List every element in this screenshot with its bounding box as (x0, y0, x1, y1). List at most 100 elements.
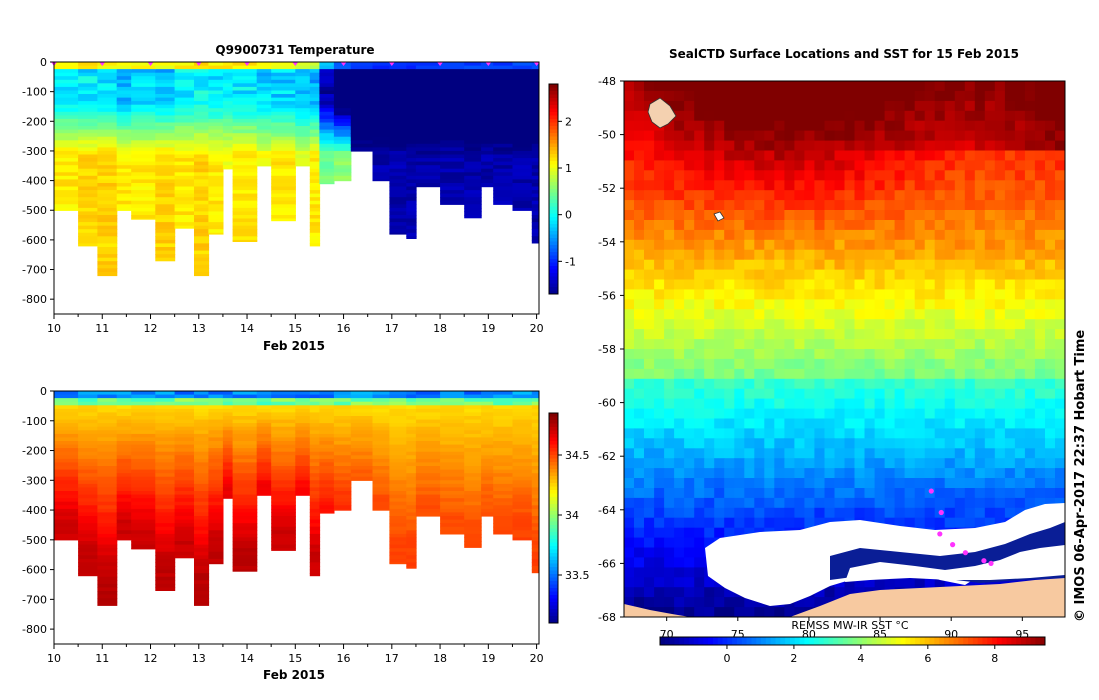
sst-cell (1024, 90, 1036, 102)
depth-cell (406, 129, 417, 134)
depth-cell (415, 161, 441, 166)
depth-cell (194, 519, 210, 524)
x-tick-label: 10 (47, 322, 61, 335)
sst-cell (764, 200, 775, 211)
depth-cell (415, 508, 441, 514)
depth-cell (295, 90, 311, 95)
depth-cell (406, 222, 417, 227)
sst-cell (864, 239, 875, 251)
depth-cell (97, 494, 118, 499)
profile-column (372, 391, 390, 511)
depth-cell (389, 555, 407, 560)
sst-cell (644, 567, 655, 578)
depth-cell (54, 90, 79, 95)
depth-cell (97, 455, 118, 460)
depth-cell (512, 79, 533, 84)
depth-cell (131, 104, 156, 109)
depth-cell (319, 172, 335, 177)
depth-cell (194, 537, 210, 542)
colorbar-band (549, 591, 558, 596)
sst-cell (854, 458, 865, 469)
sst-cell (984, 190, 996, 201)
sst-cell (1055, 120, 1065, 132)
depth-cell (97, 133, 118, 138)
depth-cell (389, 225, 407, 230)
sst-cell (804, 150, 815, 161)
depth-cell (481, 111, 494, 116)
sst-cell (884, 349, 896, 360)
sst-cell (624, 557, 635, 568)
sst-cell (934, 229, 946, 241)
depth-cell (222, 126, 234, 131)
depth-cell (464, 408, 482, 414)
sst-cell (984, 220, 996, 231)
sst-cell (974, 81, 986, 92)
depth-cell (309, 239, 321, 245)
depth-cell (464, 97, 482, 102)
sst-cell (984, 458, 996, 469)
sst-cell (964, 309, 976, 320)
sst-cell (814, 358, 825, 370)
depth-cell (464, 533, 482, 539)
sst-cell (974, 378, 986, 390)
depth-cell (155, 544, 176, 549)
depth-cell (512, 530, 533, 535)
depth-cell (78, 225, 98, 230)
depth-cell (481, 86, 494, 92)
depth-cell (271, 147, 296, 152)
sst-cell (1055, 130, 1065, 141)
depth-cell (271, 97, 296, 102)
depth-cell (78, 426, 98, 431)
depth-cell (493, 473, 514, 478)
depth-cell (493, 491, 514, 496)
sst-cell (704, 488, 715, 499)
depth-cell (406, 158, 417, 163)
sst-cell (794, 269, 805, 280)
sst-cell (684, 249, 695, 261)
sst-cell (984, 309, 996, 320)
colorbar-band (549, 255, 558, 260)
depth-cell (131, 186, 156, 191)
sst-cell (664, 378, 675, 390)
sst-cell (874, 299, 886, 310)
depth-cell (440, 408, 465, 414)
sst-cell (664, 81, 675, 92)
depth-cell (256, 118, 272, 124)
depth-cell (256, 126, 272, 131)
sst-cell (654, 170, 665, 181)
sst-cell (944, 358, 956, 370)
sst-cell (684, 339, 695, 350)
sst-cell (1034, 388, 1046, 400)
depth-cell (208, 562, 224, 565)
depth-cell (350, 469, 374, 474)
depth-cell (232, 104, 258, 109)
depth-cell (372, 90, 390, 95)
sst-cell (704, 587, 715, 598)
sst-cell (674, 547, 685, 558)
sst-cell (684, 428, 695, 439)
sst-cell (1014, 180, 1026, 191)
depth-cell (295, 433, 311, 439)
depth-cell (372, 416, 390, 421)
depth-cell (481, 430, 494, 435)
temperature-title: Q9900731 Temperature (215, 43, 374, 57)
sst-cell (814, 517, 825, 529)
sst-cell (854, 418, 865, 429)
depth-cell (464, 483, 482, 489)
profile-column (232, 62, 258, 242)
depth-cell (208, 480, 224, 485)
sst-cell (754, 517, 765, 529)
sst-cell (964, 259, 976, 271)
depth-cell (222, 111, 234, 116)
sst-cell (994, 289, 1006, 300)
depth-cell (78, 83, 98, 88)
sst-cell (904, 259, 916, 271)
sst-cell (964, 458, 976, 469)
sst-cell (754, 239, 765, 251)
depth-cell (232, 430, 258, 435)
depth-cell (232, 433, 258, 439)
sst-cell (654, 220, 665, 231)
depth-cell (440, 154, 465, 159)
depth-cell (174, 498, 195, 503)
sst-cell (994, 349, 1006, 360)
